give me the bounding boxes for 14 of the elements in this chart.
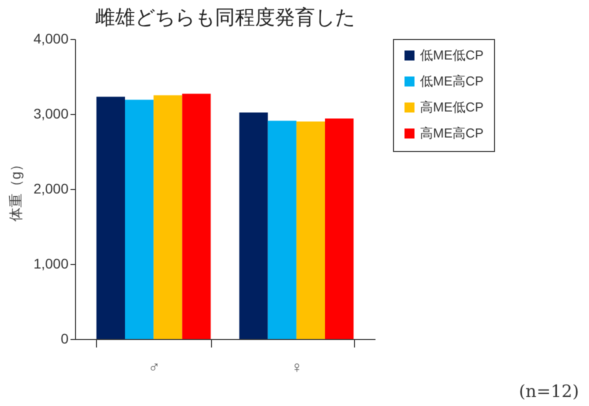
legend-label: 低ME低CP xyxy=(420,48,484,62)
y-tick-label: 3,000 xyxy=(33,106,69,122)
x-tick-label: ♂ xyxy=(148,360,160,376)
y-tick-label: 2,000 xyxy=(33,180,69,196)
y-tick-label: 1,000 xyxy=(33,256,69,272)
legend-label: 高ME低CP xyxy=(420,100,484,114)
y-tick-label: 4,000 xyxy=(33,30,69,46)
chart-title: 雌雄どちらも同程度発育した xyxy=(95,5,355,29)
legend-label: 低ME高CP xyxy=(420,74,484,88)
text: (n=12) xyxy=(518,382,579,402)
x-tick-label: ♀ xyxy=(290,360,303,376)
y-tick-label: 0 xyxy=(60,330,69,346)
y-axis-title: 体重（g） xyxy=(7,158,24,222)
legend-label: 高ME高CP xyxy=(420,126,484,140)
